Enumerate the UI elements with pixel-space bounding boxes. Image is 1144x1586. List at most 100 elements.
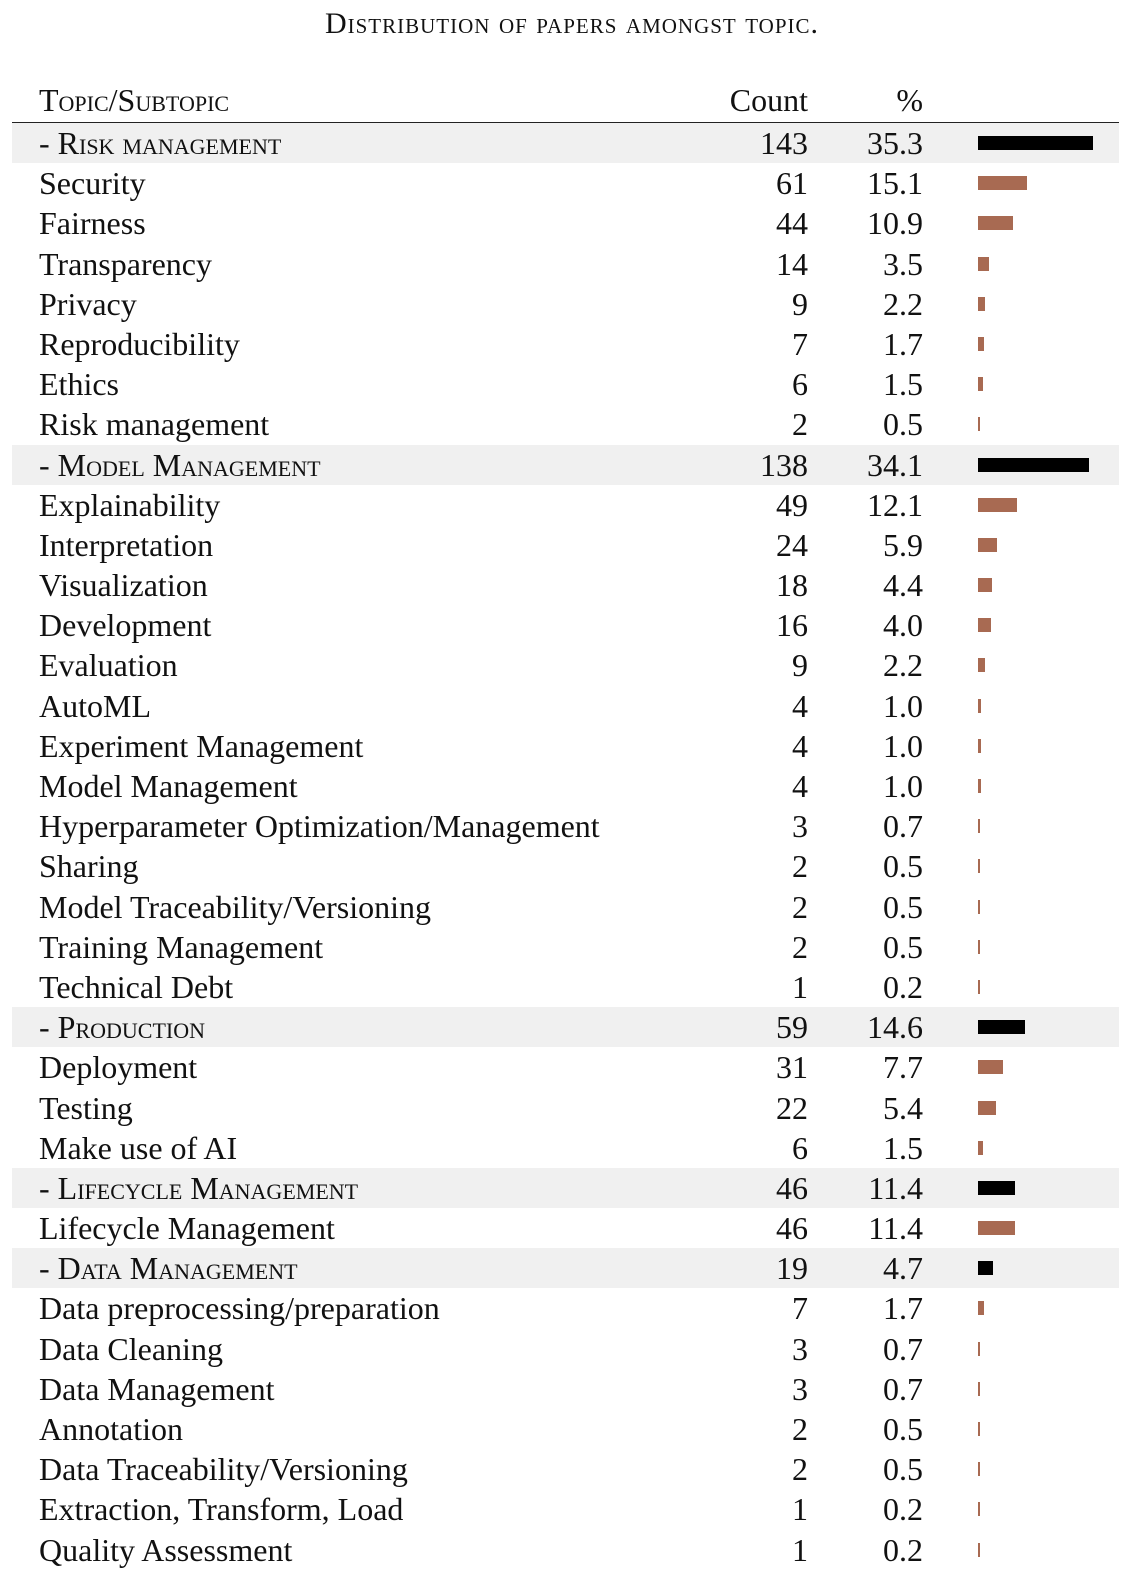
percent-bar bbox=[978, 1301, 984, 1316]
row-bar-cell bbox=[978, 364, 1118, 404]
row-percent: 5.4 bbox=[883, 1089, 923, 1126]
percent-bar bbox=[978, 1020, 1026, 1035]
row-count: 2 bbox=[792, 928, 808, 965]
row-label: Lifecycle Management bbox=[39, 1210, 335, 1247]
distribution-table: Topic/Subtopic Count % - Risk management… bbox=[12, 78, 1119, 1570]
table-row-subtopic: Data Traceability/Versioning 2 0.5 bbox=[12, 1449, 1119, 1489]
row-count: 19 bbox=[776, 1250, 808, 1287]
row-label: Hyperparameter Optimization/Management bbox=[39, 808, 600, 845]
row-count: 16 bbox=[776, 607, 808, 644]
row-label: Training Management bbox=[39, 928, 324, 965]
row-percent: 0.7 bbox=[883, 1370, 923, 1407]
row-count: 49 bbox=[776, 486, 808, 523]
row-bar-cell bbox=[978, 404, 1118, 444]
percent-bar bbox=[978, 1221, 1016, 1236]
percent-bar bbox=[978, 537, 998, 552]
row-bar-cell bbox=[978, 846, 1118, 886]
table-row-subtopic: Reproducibility 7 1.7 bbox=[12, 324, 1119, 364]
row-label: Ethics bbox=[39, 366, 119, 403]
percent-bar bbox=[978, 136, 1093, 150]
row-percent: 7.7 bbox=[883, 1049, 923, 1086]
row-count: 2 bbox=[792, 1451, 808, 1488]
row-count: 59 bbox=[776, 1009, 808, 1046]
row-count: 46 bbox=[776, 1210, 808, 1247]
row-label: Fairness bbox=[39, 205, 146, 242]
row-bar-cell bbox=[978, 1007, 1118, 1047]
row-label: Data Cleaning bbox=[39, 1330, 223, 1367]
percent-bar bbox=[978, 618, 991, 633]
row-label: Visualization bbox=[39, 567, 208, 604]
table-row-subtopic: Ethics 6 1.5 bbox=[12, 364, 1119, 404]
row-percent: 4.4 bbox=[883, 567, 923, 604]
row-label: Risk management bbox=[39, 406, 270, 443]
row-label: Annotation bbox=[39, 1411, 183, 1447]
percent-bar bbox=[978, 819, 981, 834]
table-row-subtopic: Deployment 31 7.7 bbox=[12, 1047, 1119, 1087]
row-label: Data Traceability/Versioning bbox=[39, 1451, 408, 1488]
row-label: Data preprocessing/preparation bbox=[39, 1290, 440, 1327]
row-percent: 0.5 bbox=[883, 406, 923, 443]
row-bar-cell bbox=[978, 244, 1118, 284]
row-percent: 34.1 bbox=[867, 446, 923, 483]
percent-bar bbox=[978, 1502, 980, 1517]
table-row-subtopic: Sharing 2 0.5 bbox=[12, 846, 1119, 886]
table-row-topic: - Model Management 138 34.1 bbox=[12, 444, 1119, 485]
percent-bar bbox=[978, 1261, 994, 1276]
row-label: Model Traceability/Versioning bbox=[39, 888, 431, 925]
row-percent: 0.5 bbox=[883, 848, 923, 885]
row-percent: 14.6 bbox=[867, 1009, 923, 1046]
percent-bar bbox=[978, 256, 990, 271]
row-label: Privacy bbox=[39, 285, 137, 322]
row-bar-cell bbox=[978, 1128, 1118, 1168]
row-label: - Risk management bbox=[39, 125, 282, 161]
percent-bar bbox=[978, 979, 980, 994]
row-label: Testing bbox=[39, 1089, 133, 1126]
row-count: 4 bbox=[792, 727, 808, 764]
row-percent: 0.5 bbox=[883, 1451, 923, 1488]
table-body: - Risk management 143 35.3 Security 61 15.1 Fa… bbox=[12, 123, 1119, 1570]
percent-bar bbox=[978, 1381, 981, 1396]
row-bar-cell bbox=[978, 927, 1118, 967]
row-bar-cell bbox=[978, 766, 1118, 806]
percent-bar bbox=[978, 1422, 980, 1436]
percent-bar bbox=[978, 1060, 1003, 1075]
row-percent: 35.3 bbox=[867, 125, 923, 161]
percent-bar bbox=[978, 457, 1089, 472]
percent-bar bbox=[978, 216, 1014, 231]
row-bar-cell bbox=[978, 565, 1118, 605]
table-row-subtopic: Interpretation 24 5.9 bbox=[12, 525, 1119, 565]
row-count: 31 bbox=[776, 1049, 808, 1086]
table-row-subtopic: Technical Debt 1 0.2 bbox=[12, 967, 1119, 1007]
row-label: Transparency bbox=[39, 245, 212, 282]
row-count: 7 bbox=[792, 1290, 808, 1327]
percent-bar bbox=[978, 779, 982, 793]
row-bar-cell bbox=[978, 324, 1118, 364]
row-percent: 15.1 bbox=[867, 165, 923, 202]
percent-bar bbox=[978, 1100, 996, 1115]
percent-bar bbox=[978, 859, 980, 874]
row-bar-cell bbox=[978, 163, 1118, 203]
row-count: 24 bbox=[776, 526, 808, 563]
percent-bar bbox=[978, 658, 986, 673]
percent-bar bbox=[978, 1180, 1016, 1195]
row-bar-cell bbox=[978, 726, 1118, 766]
row-count: 6 bbox=[792, 1129, 808, 1166]
percent-bar bbox=[978, 497, 1018, 512]
row-label: Technical Debt bbox=[39, 968, 234, 1005]
row-count: 7 bbox=[792, 325, 808, 362]
percent-bar bbox=[978, 1140, 983, 1155]
row-count: 9 bbox=[792, 647, 808, 684]
row-bar-cell bbox=[978, 284, 1118, 324]
row-count: 1 bbox=[792, 1491, 808, 1528]
row-count: 4 bbox=[792, 768, 808, 804]
table-row-subtopic: Make use of AI 6 1.5 bbox=[12, 1128, 1119, 1168]
row-count: 61 bbox=[776, 165, 808, 202]
percent-bar bbox=[978, 1341, 981, 1356]
row-label: - Data Management bbox=[39, 1250, 298, 1287]
table-row-subtopic: Transparency 14 3.5 bbox=[12, 244, 1119, 284]
row-label: Development bbox=[39, 607, 212, 644]
row-label: Interpretation bbox=[39, 526, 214, 563]
row-percent: 0.2 bbox=[883, 1531, 923, 1568]
table-header: Topic/Subtopic Count % bbox=[12, 78, 1119, 123]
row-label: Make use of AI bbox=[39, 1129, 238, 1166]
